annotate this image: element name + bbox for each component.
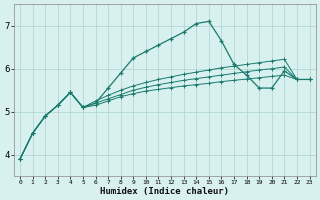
X-axis label: Humidex (Indice chaleur): Humidex (Indice chaleur)	[100, 187, 229, 196]
